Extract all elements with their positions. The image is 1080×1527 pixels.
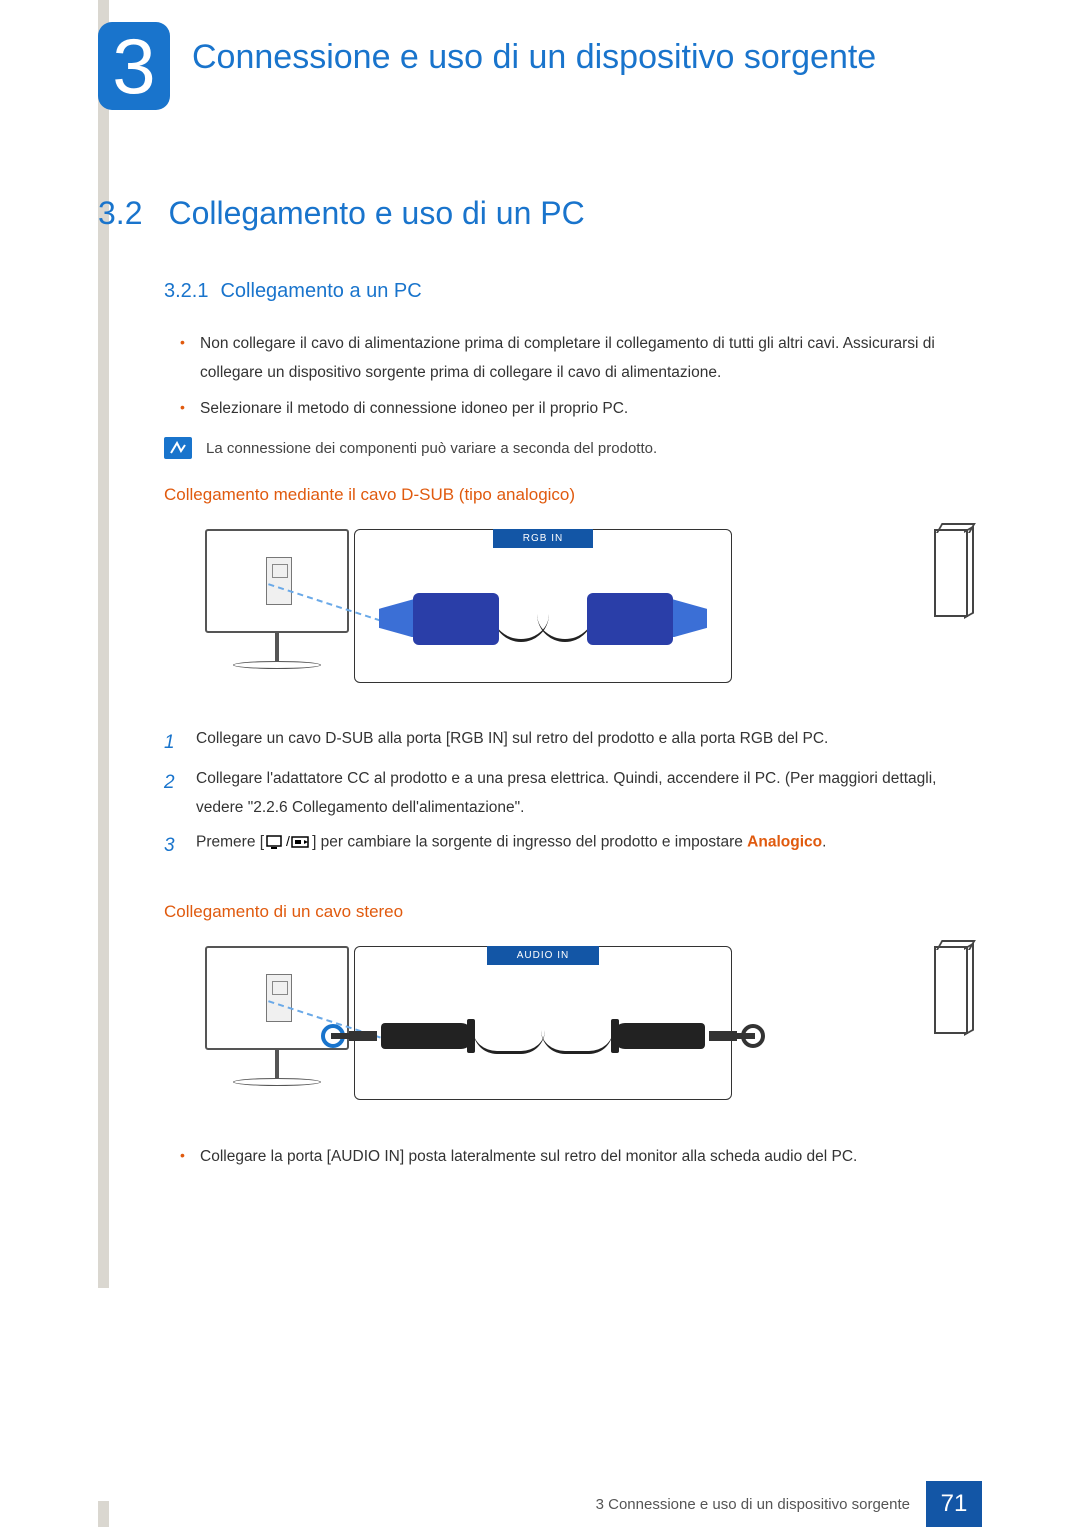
source-icon: / <box>266 828 310 857</box>
bullet-item: Non collegare il cavo di alimentazione p… <box>180 329 968 388</box>
audio-plug <box>709 1031 737 1041</box>
step-text: Collegare un cavo D-SUB alla porta [RGB … <box>196 725 968 760</box>
step-text: Premere [ / ] per cambiare la sorgente di … <box>196 828 968 863</box>
step-item: 1 Collegare un cavo D-SUB alla porta [RG… <box>164 725 968 760</box>
step-number: 3 <box>164 828 182 863</box>
chapter-title: Connessione e uso di un dispositivo sorg… <box>192 38 876 77</box>
cable-box: RGB IN <box>354 529 732 683</box>
step3-pre: Premere [ <box>196 833 264 850</box>
dsub-diagram: RGB IN <box>198 529 968 705</box>
chapter-badge: 3 <box>98 22 170 110</box>
vga-connector-right <box>587 593 673 645</box>
step-item: 2 Collegare l'adattatore CC al prodotto … <box>164 765 968 822</box>
audio-heading: Collegamento di un cavo stereo <box>164 902 968 922</box>
footer-page-number: 71 <box>926 1481 982 1527</box>
cable-segment <box>537 614 593 642</box>
cable-segment <box>541 1030 613 1054</box>
note-icon <box>164 437 192 459</box>
section-number: 3.2 <box>98 195 142 232</box>
dsub-steps: 1 Collegare un cavo D-SUB alla porta [RG… <box>164 725 968 863</box>
cable-box: AUDIO IN <box>354 946 732 1100</box>
step-item: 3 Premere [ / ] per cambiare la sorgente d… <box>164 828 968 863</box>
pc-icon <box>846 529 968 681</box>
section-heading: 3.2 Collegamento e uso di un PC <box>98 195 968 232</box>
bullet-item: Selezionare il metodo di connessione ido… <box>180 394 968 423</box>
page-footer: 3 Connessione e uso di un dispositivo so… <box>0 1481 1080 1527</box>
footer-text: 3 Connessione e uso di un dispositivo so… <box>596 1481 926 1527</box>
bullet-item: Collegare la porta [AUDIO IN] posta late… <box>180 1142 968 1171</box>
pc-icon <box>846 946 968 1098</box>
section-title: Collegamento e uso di un PC <box>168 195 584 232</box>
audio-diagram: AUDIO IN <box>198 946 968 1122</box>
step-number: 2 <box>164 765 182 822</box>
dsub-heading: Collegamento mediante il cavo D-SUB (tip… <box>164 485 968 505</box>
subsection-title: Collegamento a un PC <box>220 280 421 303</box>
step3-bold: Analogico <box>747 833 822 850</box>
content-area: 3.2 Collegamento e uso di un PC 3.2.1 Co… <box>98 195 968 1177</box>
subsection-heading: 3.2.1 Collegamento a un PC <box>164 280 968 303</box>
step-text: Collegare l'adattatore CC al prodotto e … <box>196 765 968 822</box>
audio-bullets: Collegare la porta [AUDIO IN] posta late… <box>180 1142 968 1171</box>
port-label-audio: AUDIO IN <box>487 946 599 965</box>
note-text: La connessione dei componenti può variar… <box>206 440 657 457</box>
step3-post: ] per cambiare la sorgente di ingresso d… <box>312 833 747 850</box>
port-label-rgb: RGB IN <box>493 529 593 548</box>
vga-connector-left <box>413 593 499 645</box>
audio-conn-body <box>613 1023 705 1049</box>
svg-text:/: / <box>286 834 290 849</box>
intro-bullets: Non collegare il cavo di alimentazione p… <box>180 329 968 423</box>
audio-plug <box>349 1031 377 1041</box>
note-row: La connessione dei componenti può variar… <box>164 437 968 459</box>
chapter-number: 3 <box>112 27 155 105</box>
audio-conn-body <box>381 1023 473 1049</box>
step-number: 1 <box>164 725 182 760</box>
step3-tail: . <box>822 833 826 850</box>
audio-cable <box>321 1018 765 1054</box>
subsection-number: 3.2.1 <box>164 280 208 303</box>
cable-segment <box>473 1030 545 1054</box>
